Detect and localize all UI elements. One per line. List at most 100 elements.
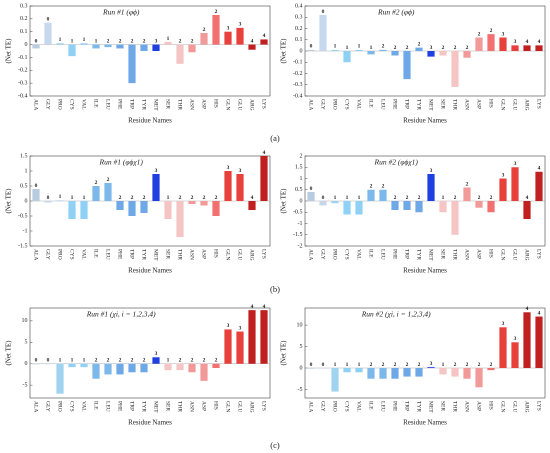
panel-label: (b) (270, 284, 280, 294)
bar-label: 3 (502, 31, 505, 37)
bar (391, 368, 399, 379)
bar (260, 156, 268, 201)
x-tick-label: MET (428, 249, 434, 261)
x-tick-label: GLN (500, 401, 506, 412)
x-tick-label: ASN (464, 249, 470, 260)
bar-label: 4 (263, 33, 266, 39)
x-tick-label: GLN (225, 249, 231, 260)
x-tick-label: LEU (380, 249, 386, 260)
bar (248, 310, 256, 364)
x-tick-label: GLU (237, 401, 243, 412)
bar (535, 45, 543, 51)
bar-label: 2 (442, 45, 445, 51)
bar-label: 1 (71, 38, 74, 44)
bar-label: 2 (418, 195, 421, 201)
x-tick-label: ASN (189, 401, 195, 412)
bar (439, 51, 447, 56)
x-tick-label: TYR (416, 401, 422, 412)
bar-label: 2 (143, 38, 146, 44)
bar (68, 44, 76, 57)
bar (164, 42, 172, 45)
bar-label: 2 (131, 195, 134, 201)
bar (391, 51, 399, 56)
x-tick-label: ALA (33, 249, 39, 260)
x-tick-label: VAL (81, 401, 87, 412)
bar-label: 2 (119, 195, 122, 201)
x-tick-label: LEU (380, 99, 386, 110)
bar (116, 201, 124, 210)
bar-label: 2 (382, 184, 385, 190)
x-tick-label: VAL (356, 99, 362, 110)
bar-label: 2 (215, 357, 218, 363)
x-tick-label: ILE (93, 401, 99, 410)
x-tick-label: ALA (308, 249, 314, 260)
x-tick-label: THR (177, 249, 183, 260)
bar-label: 1 (358, 362, 361, 368)
bar (355, 201, 363, 215)
y-axis-label: (Net TE) (5, 188, 13, 214)
bar (343, 368, 351, 373)
x-tick-label: MET (428, 401, 434, 413)
bar-label: 2 (119, 357, 122, 363)
bar (415, 47, 423, 51)
bar-label: 2 (466, 181, 469, 187)
bar (44, 363, 52, 365)
bar (415, 201, 423, 213)
x-tick-label: VAL (356, 401, 362, 412)
bar (80, 363, 88, 368)
x-tick-label: ARG (249, 249, 255, 261)
y-axis-label: (Net TE) (5, 340, 13, 366)
y-tick-label: 0.2 (295, 26, 303, 32)
bar (427, 174, 435, 201)
bar (56, 200, 64, 201)
panel-label: (c) (270, 440, 280, 450)
x-tick-label: ALA (308, 401, 314, 412)
x-tick-label: CYS (69, 249, 75, 260)
bar-label: 2 (478, 195, 481, 201)
x-tick-label: CYS (344, 99, 350, 110)
bar-label: 2 (406, 195, 409, 201)
x-tick-label: TYR (141, 401, 147, 412)
bar (427, 367, 435, 368)
bar-label: 1 (334, 195, 337, 201)
bar (128, 201, 136, 216)
x-tick-label: TYR (141, 99, 147, 110)
y-tick-label: 0.5 (295, 187, 303, 193)
x-tick-label: THR (177, 99, 183, 110)
bar (224, 171, 232, 201)
bar (224, 329, 232, 364)
y-axis-label: (Net TE) (280, 38, 288, 64)
x-tick-label: ALA (308, 99, 314, 110)
bar (523, 312, 531, 368)
x-tick-label: ASN (464, 99, 470, 110)
y-tick-label: 10 (22, 318, 28, 324)
bar (523, 45, 531, 51)
x-tick-label: ARG (524, 249, 530, 261)
y-tick-label: 5 (25, 340, 28, 346)
bar (535, 316, 543, 368)
bar (511, 45, 519, 51)
y-tick-label: -1.5 (18, 243, 28, 249)
x-tick-label: ILE (368, 99, 374, 108)
chart-title: Run #2 (χi, i = 1,2,3,4) (361, 310, 431, 319)
x-tick-label: PRO (332, 401, 338, 412)
x-tick-label: LYS (536, 249, 542, 259)
bar (236, 174, 244, 201)
bar (92, 44, 100, 49)
bar-label: 4 (263, 150, 266, 156)
y-tick-label: 0 (25, 361, 28, 367)
bar (140, 201, 148, 213)
bar (439, 368, 447, 375)
bar-label: 2 (203, 357, 206, 363)
bar-label: 3 (430, 168, 433, 174)
x-tick-label: PHE (392, 249, 398, 260)
bar-label: 1 (167, 195, 170, 201)
bar (379, 49, 387, 51)
bar-label: 3 (155, 38, 158, 44)
bar (80, 43, 88, 45)
bar-label: 2 (370, 184, 373, 190)
y-tick-label: -2 (298, 243, 303, 249)
bar (212, 15, 220, 45)
bar-label: 1 (59, 357, 62, 363)
bar (212, 201, 220, 216)
